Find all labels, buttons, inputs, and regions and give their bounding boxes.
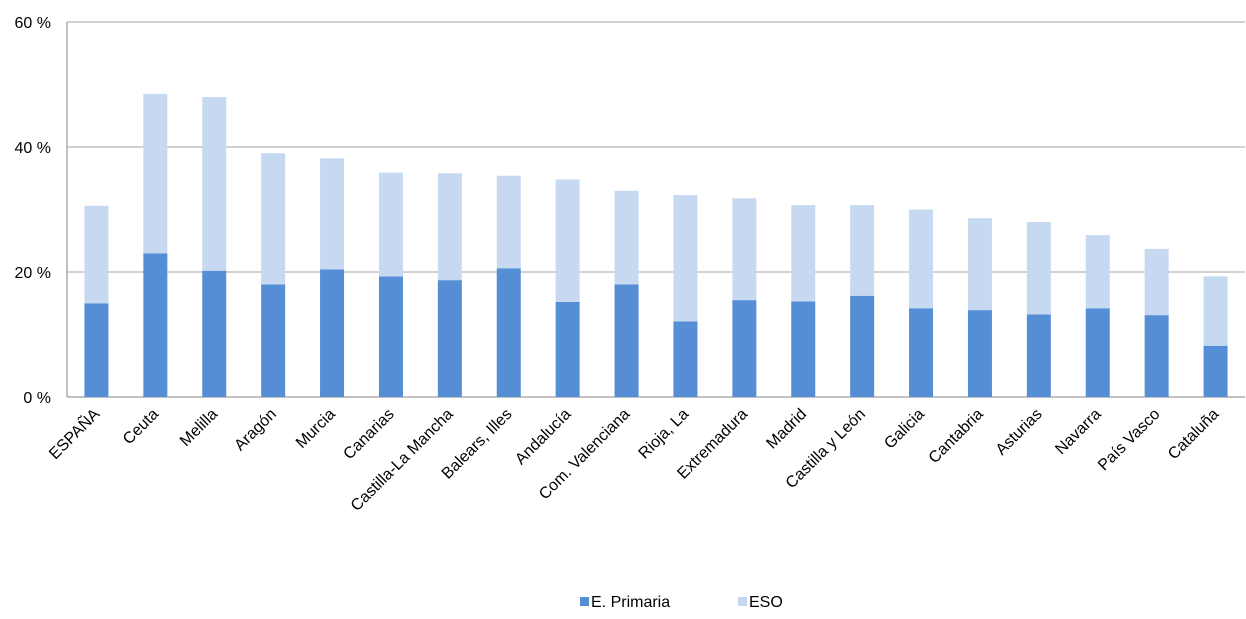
x-category-label: Asturias [993, 406, 1046, 459]
y-tick-label: 40 % [15, 140, 51, 157]
bar-segment-primaria [320, 269, 345, 397]
gridlines [66, 21, 1245, 398]
bar-segment-eso [791, 205, 816, 302]
x-category-label: Rioja, La [636, 406, 693, 463]
x-category-label: Navarra [1052, 406, 1104, 458]
bar-segment-primaria [614, 284, 639, 397]
bar-segment-eso [496, 175, 521, 269]
x-category-label: Murcia [293, 406, 339, 452]
legend-swatch [580, 597, 589, 606]
bar-segment-eso [614, 190, 639, 285]
bar-segment-primaria [850, 295, 875, 397]
bar-segment-primaria [1085, 308, 1110, 397]
bar-segment-primaria [791, 301, 816, 397]
bar-segment-eso [1085, 235, 1110, 309]
legend-label: ESO [749, 594, 783, 611]
bar-segment-primaria [1026, 314, 1051, 397]
y-axis-tick-labels: 0 % 20 % 40 % 60 % [15, 15, 51, 407]
x-axis-category-labels: ESPAÑA Ceuta Melilla Aragón Murcia CanariasCa… [44, 403, 1222, 514]
bar-segment-eso [1144, 248, 1169, 316]
y-tick-label: 20 % [15, 265, 51, 282]
bar-segment-primaria [1203, 345, 1228, 397]
bar-segment-eso [143, 93, 168, 254]
y-tick-label: 0 % [23, 390, 51, 407]
bar-segment-eso [378, 172, 403, 277]
bar-segment-primaria [143, 253, 168, 397]
x-category-label: Aragón [231, 406, 280, 455]
bar-segment-eso [673, 195, 698, 322]
bar-segment-primaria [909, 308, 934, 397]
bar-segment-primaria [732, 300, 757, 397]
x-category-label: Cataluña [1165, 406, 1222, 463]
x-category-label: País Vasco [1095, 406, 1163, 474]
x-category-label: Andalucía [512, 406, 574, 468]
bar-segment-eso [967, 218, 992, 311]
x-category-label: Cantabria [926, 406, 987, 467]
x-category-label: Castilla-La Mancha [348, 406, 457, 515]
x-category-label: ESPAÑA [44, 403, 103, 462]
bar-segment-primaria [378, 276, 403, 397]
bar-segment-primaria [261, 284, 286, 397]
bar-segment-eso [909, 209, 934, 309]
bar-segment-eso [1026, 222, 1051, 315]
bar-segment-eso [84, 205, 109, 304]
bar-segment-primaria [673, 321, 698, 397]
bar-segment-eso [202, 97, 227, 271]
bar-segment-eso [732, 198, 757, 301]
bars [84, 93, 1228, 397]
y-tick-label: 60 % [15, 15, 51, 32]
bar-segment-eso [320, 158, 345, 270]
bar-segment-primaria [437, 280, 462, 397]
bar-segment-eso [437, 173, 462, 281]
bar-segment-eso [1203, 276, 1228, 346]
bar-segment-primaria [555, 302, 580, 397]
bar-segment-primaria [1144, 315, 1169, 397]
legend-label: E. Primaria [591, 594, 670, 611]
x-category-label: Galicia [881, 406, 928, 453]
bar-segment-eso [555, 179, 580, 302]
x-category-label: Melilla [177, 406, 221, 450]
x-category-label: Canarias [340, 406, 397, 463]
bar-segment-primaria [496, 268, 521, 397]
bar-segment-primaria [967, 310, 992, 397]
x-category-label: Ceuta [120, 406, 162, 448]
legend: E. Primaria ESO [580, 594, 783, 611]
bar-segment-eso [850, 205, 875, 296]
bar-segment-primaria [202, 270, 227, 397]
legend-swatch [738, 597, 747, 606]
bar-segment-primaria [84, 303, 109, 397]
bar-segment-eso [261, 153, 286, 285]
x-category-label: Madrid [763, 406, 810, 453]
